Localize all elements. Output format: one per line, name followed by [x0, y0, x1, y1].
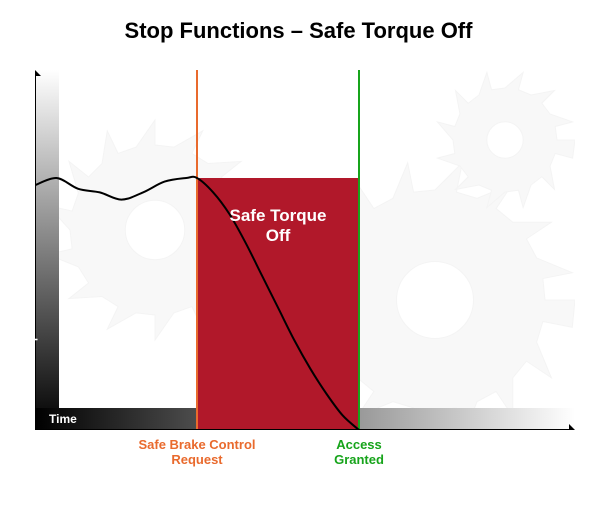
x-axis-label: Time [49, 412, 77, 426]
y-axis-label-container: Actual Speed [36, 70, 54, 430]
y-axis-label: Actual Speed [26, 315, 38, 385]
chart-container: Stop Functions – Safe Torque Off Safe To… [0, 0, 597, 507]
vline-label-access-granted: AccessGranted [279, 438, 439, 468]
plot-svg [35, 70, 575, 430]
region-label-safe-torque-off: Safe TorqueOff [197, 206, 359, 245]
plot-area: Safe TorqueOff [35, 70, 575, 430]
chart-title: Stop Functions – Safe Torque Off [0, 18, 597, 44]
vline-label-safe-brake-request: Safe Brake ControlRequest [117, 438, 277, 468]
